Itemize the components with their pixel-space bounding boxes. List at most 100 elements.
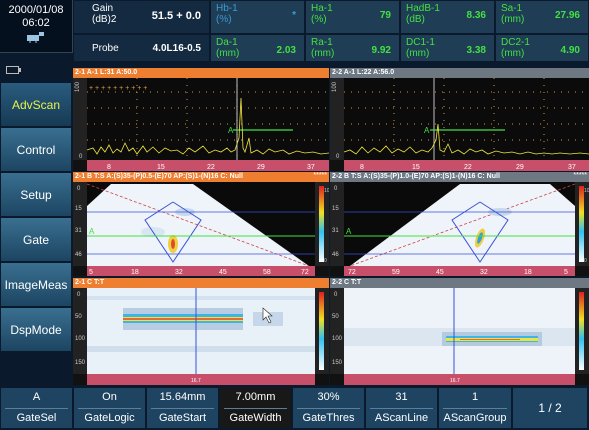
y-tick-label: 150 xyxy=(332,360,343,366)
param-value: 31 xyxy=(395,391,408,403)
sscan-right-pane[interactable]: 2-2 B T:S A:(S)35-(P)1.0-(E)70 AP:(S)1-(… xyxy=(330,172,589,276)
pane-title: 2-1 C T:T xyxy=(73,278,329,288)
x-tick-label: 32 xyxy=(480,269,488,276)
reading-ha: Ha-1 (%) 79 xyxy=(305,0,400,34)
x-tick-label: 5 xyxy=(89,269,93,276)
menu-setup[interactable]: Setup xyxy=(0,172,72,217)
gatestart-button[interactable]: 15.64mm GateStart xyxy=(146,387,219,429)
y-tick-label: 100 xyxy=(332,336,343,342)
scale-label: 0 xyxy=(324,258,327,264)
gate-marker: A xyxy=(89,227,95,236)
ascanline-button[interactable]: 31 AScanLine xyxy=(365,387,438,429)
reading-label: Da-1 (mm) xyxy=(216,37,240,59)
probe-label: Probe xyxy=(92,43,119,54)
menu-imagemeas[interactable]: ImageMeas xyxy=(0,262,72,307)
scale-label: 100 xyxy=(584,188,589,194)
ascangroup-button[interactable]: 1 AScanGroup xyxy=(438,387,512,429)
x-tick-label: 29 xyxy=(257,164,265,171)
gatethres-button[interactable]: 30% GateThres xyxy=(292,387,365,429)
reading-label: HadB-1 (dB) xyxy=(406,3,440,25)
menu-advscan[interactable]: AdvScan xyxy=(0,82,72,127)
x-tick-label: 29 xyxy=(516,164,524,171)
pane-title: 2-2 B T:S A:(S)35-(P)1.0-(E)70 AP:(S)1-(… xyxy=(330,172,589,182)
sscan-right-plot: 0 15 31 46 A 100 0 72 59 45 32 18 5 xyxy=(330,182,589,276)
battery-icon xyxy=(6,66,21,74)
x-tick-label: 5 xyxy=(564,269,568,276)
probe-value: 4.0L16-0.5 xyxy=(152,43,201,54)
reading-da: Da-1 (mm) 2.03 xyxy=(210,34,305,62)
menu-filler xyxy=(0,352,72,386)
gatewidth-button[interactable]: 7.00mm GateWidth xyxy=(219,387,292,429)
reading-label: DC2-1 (mm) xyxy=(501,37,530,59)
ascan-left-plot: 100 0 + + + + + + + + + + A 8 15 22 29 3… xyxy=(73,78,329,171)
gate-marker: A xyxy=(228,126,234,135)
sscan-left-pane[interactable]: 2-1 B T:S A:(S)35-(P)0.5-(E)70 AP:(S)1-(… xyxy=(73,172,329,276)
reading-value: 9.92 xyxy=(371,45,391,56)
x-tick-label: 37 xyxy=(307,164,315,171)
y-tick-label: 100 xyxy=(75,336,86,342)
gatelogic-button[interactable]: On GateLogic xyxy=(73,387,146,429)
ascan-left-pane[interactable]: 2-1 A-1 L:31 A:50.0 100 0 + + + + + + + … xyxy=(73,68,329,171)
reading-label: DC1-1 (mm) xyxy=(406,37,435,59)
reading-dc2: DC2-1 (mm) 4.90 xyxy=(495,34,589,62)
y-tick-label: 0 xyxy=(79,154,83,160)
cscan-left-pane[interactable]: 2-1 C T:T 0 50 100 150 16.7 xyxy=(73,278,329,385)
x-tick-label: 8 xyxy=(360,164,364,171)
x-tick-label: 8 xyxy=(107,164,111,171)
pane-title: 2-2 C T:T xyxy=(330,278,589,288)
reading-sa: Sa-1 (mm) 27.96 xyxy=(495,0,589,34)
gate-marker: A xyxy=(424,126,430,135)
x-tick-label: 45 xyxy=(219,269,227,276)
x-tick-label: 15 xyxy=(412,164,420,171)
param-name: AScanLine xyxy=(374,412,429,424)
y-tick-label: 15 xyxy=(332,206,339,212)
page-toggle-button[interactable]: 1 / 2 xyxy=(512,387,588,429)
y-tick-label: 0 xyxy=(336,154,340,160)
y-tick-label: 50 xyxy=(75,314,82,320)
cscan-right-pane[interactable]: 2-2 C T:T 0 50 100 150 16.7 xyxy=(330,278,589,385)
date-text: 2000/01/08 xyxy=(8,4,64,16)
probe-field[interactable]: Probe 4.0L16-0.5 xyxy=(73,34,210,62)
gain-field[interactable]: Gain (dB)2 51.5 + 0.0 xyxy=(73,0,210,34)
reading-value: * xyxy=(292,10,296,21)
cscan-left-plot: 0 50 100 150 16.7 xyxy=(73,288,329,385)
status-dots: ***** xyxy=(313,172,327,179)
reading-label: Ha-1 (%) xyxy=(311,3,333,25)
reading-label: Hb-1 (%) xyxy=(216,3,238,25)
x-tick-label: 18 xyxy=(524,269,532,276)
y-tick-label: 50 xyxy=(332,314,339,320)
reading-label: Ra-1 (mm) xyxy=(311,37,335,59)
datetime-display: 2000/01/08 06:02 xyxy=(0,0,73,53)
y-tick-label: 100 xyxy=(332,81,338,92)
reading-ra: Ra-1 (mm) 9.92 xyxy=(305,34,400,62)
y-tick-label: 46 xyxy=(75,252,82,258)
axis-footer: 16.7 xyxy=(450,378,460,384)
menu-gate[interactable]: Gate xyxy=(0,217,72,262)
param-value: 1 xyxy=(471,391,479,403)
gate-marker: A xyxy=(346,227,352,236)
reading-value: 79 xyxy=(379,10,391,21)
param-name: GateLogic xyxy=(84,412,135,424)
reading-dc1: DC1-1 (mm) 3.38 xyxy=(400,34,495,62)
ascan-right-pane[interactable]: 2-2 A-1 L:22 A:56.0 100 0 A 8 15 22 29 3… xyxy=(330,68,589,171)
y-tick-label: 0 xyxy=(334,186,338,192)
x-tick-label: 18 xyxy=(131,269,139,276)
y-tick-label: 0 xyxy=(334,292,338,298)
x-tick-label: 22 xyxy=(207,164,215,171)
x-tick-label: 22 xyxy=(464,164,472,171)
status-dots: ***** xyxy=(573,172,587,179)
param-name: GateWidth xyxy=(229,412,282,424)
cursor-icon xyxy=(262,307,273,324)
param-name: AScanGroup xyxy=(443,412,507,424)
menu-dspmode[interactable]: DspMode xyxy=(0,307,72,352)
cscan-right-plot: 0 50 100 150 16.7 xyxy=(330,288,589,385)
gatesel-button[interactable]: A GateSel xyxy=(0,387,73,429)
y-tick-label: 100 xyxy=(75,81,81,92)
y-tick-label: 31 xyxy=(332,228,339,234)
pane-title: 2-2 A-1 L:22 A:56.0 xyxy=(330,68,589,78)
param-name: GateStart xyxy=(158,412,207,424)
menu-control[interactable]: Control xyxy=(0,127,72,172)
y-tick-label: 15 xyxy=(75,206,82,212)
time-text: 06:02 xyxy=(22,17,50,29)
